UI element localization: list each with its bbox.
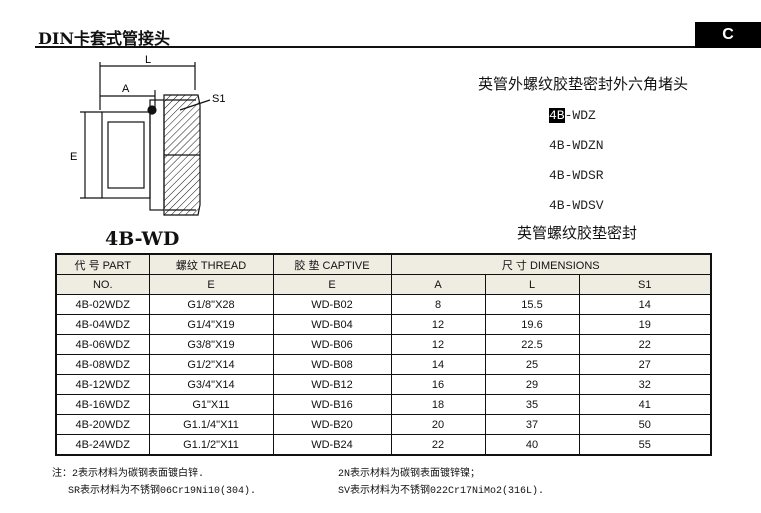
table-cell: 32 [578,374,712,395]
table-cell: WD-B24 [272,434,392,456]
table-cell: WD-B02 [272,294,392,315]
table-cell: 55 [578,434,712,456]
header-a: A [390,274,486,295]
table-cell: 4B-06WDZ [55,334,150,355]
header-part-no: NO. [55,274,150,295]
table-cell: 8 [390,294,486,315]
table-cell: 16 [390,374,486,395]
table-cell: 14 [578,294,712,315]
table-cell: 19.6 [484,314,580,335]
page-title: DIN卡套式管接头 [38,29,170,48]
product-description: 英管外螺纹胶垫密封外六角堵头 [478,75,689,93]
table-cell: WD-B12 [272,374,392,395]
header-l: L [484,274,580,295]
table-row: 4B-24WDZ G1.1/2"X11 WD-B24 22 40 55 [55,434,712,456]
header-dimensions: 尺 寸 DIMENSIONS [390,253,712,275]
dim-e-label: E [70,151,77,163]
dim-l-label: L [145,54,151,66]
spec-table: 代 号 PART 螺纹 THREAD 胶 垫 CAPTIVE 尺 寸 DIMENSIO… [55,253,712,456]
table-cell: G1/2"X14 [148,354,274,375]
table-row: 4B-02WDZ G1/8"X28 WD-B02 8 15.5 14 [55,294,712,315]
model-item: 4B-WDSR [549,168,604,183]
table-cell: 4B-16WDZ [55,394,150,415]
table-cell: G1.1/4"X11 [148,414,274,435]
table-cell: 19 [578,314,712,335]
header-e-thread: E [148,274,274,295]
table-cell: WD-B04 [272,314,392,335]
table-cell: WD-B06 [272,334,392,355]
table-row: 4B-06WDZ G3/8"X19 WD-B06 12 22.5 22 [55,334,712,355]
table-cell: G1/4"X19 [148,314,274,335]
table-cell: 12 [390,314,486,335]
table-cell: WD-B16 [272,394,392,415]
table-cell: 15.5 [484,294,580,315]
table-cell: 40 [484,434,580,456]
note-line: 注：2表示材料为碳钢表面镀白锌. [52,469,205,480]
table-cell: G1/8"X28 [148,294,274,315]
table-cell: 14 [390,354,486,375]
table-row: 4B-20WDZ G1.1/4"X11 WD-B20 20 37 50 [55,414,712,435]
table-cell: 50 [578,414,712,435]
model-highlight: 4B [549,108,565,123]
table-cell: 18 [390,394,486,415]
drawing-label: 4B-WD [105,228,180,250]
fitting-drawing: L A S1 E [70,54,225,216]
table-cell: G3/8"X19 [148,334,274,355]
table-cell: 4B-08WDZ [55,354,150,375]
note-line: SV表示材料为不锈钢022Cr17NiMo2(316L). [338,486,545,497]
table-cell: 20 [390,414,486,435]
table-cell: 12 [390,334,486,355]
table-cell: 22 [578,334,712,355]
table-cell: 4B-20WDZ [55,414,150,435]
table-cell: 4B-02WDZ [55,294,150,315]
table-cell: 29 [484,374,580,395]
table-cell: 4B-04WDZ [55,314,150,335]
table-cell: WD-B08 [272,354,392,375]
header-e-captive: E [272,274,392,295]
dim-s1-label: S1 [212,93,225,105]
table-cell: 4B-24WDZ [55,434,150,456]
model-rest: -WDZ [564,108,596,123]
table-cell: 27 [578,354,712,375]
note-line: 2N表示材料为碳钢表面镀锌镍； [338,469,481,480]
dim-a-label: A [122,83,130,95]
table-row: 4B-16WDZ G1"X11 WD-B16 18 35 41 [55,394,712,415]
table-cell: 35 [484,394,580,415]
table-cell: G1"X11 [148,394,274,415]
table-row: 4B-12WDZ G3/4"X14 WD-B12 16 29 32 [55,374,712,395]
table-cell: 22 [390,434,486,456]
table-cell: 4B-12WDZ [55,374,150,395]
table-cell: G3/4"X14 [148,374,274,395]
table-row: 4B-04WDZ G1/4"X19 WD-B04 12 19.6 19 [55,314,712,335]
title-divider [35,46,695,48]
table-cell: 25 [484,354,580,375]
model-item: 4B-WDZ [549,108,596,123]
table-cell: 22.5 [484,334,580,355]
table-cell: G1.1/2"X11 [148,434,274,456]
model-item: 4B-WDSV [549,198,604,213]
header-part: 代 号 PART [55,253,150,275]
model-item: 4B-WDZN [549,138,604,153]
note-line: SR表示材料为不锈钢06Cr19Ni10(304). [68,486,257,497]
seal-note: 英管螺纹胶垫密封 [517,224,638,242]
table-row: 4B-08WDZ G1/2"X14 WD-B08 14 25 27 [55,354,712,375]
header-thread: 螺纹 THREAD [148,253,274,275]
section-badge: C [695,22,761,48]
table-cell: 37 [484,414,580,435]
table-cell: WD-B20 [272,414,392,435]
header-captive: 胶 垫 CAPTIVE [272,253,392,275]
table-cell: 41 [578,394,712,415]
header-s1: S1 [578,274,712,295]
